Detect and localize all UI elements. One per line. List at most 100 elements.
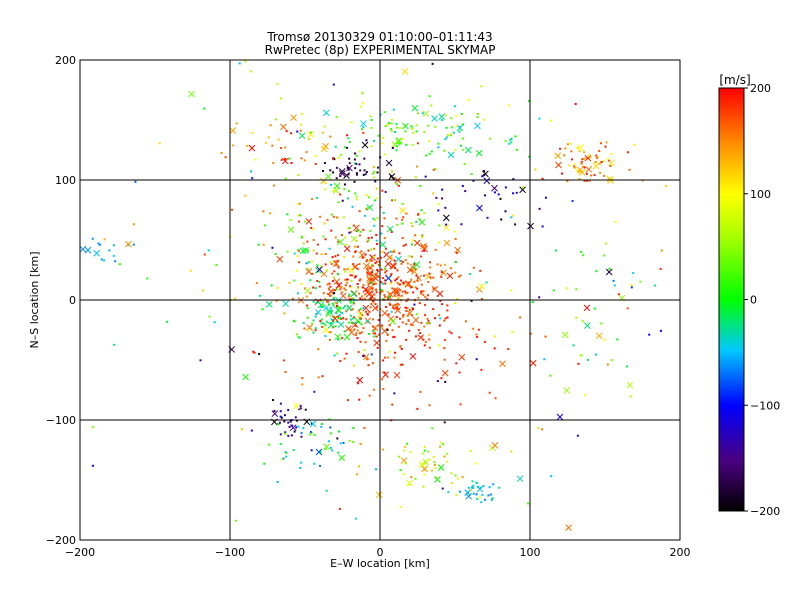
data-point	[450, 117, 453, 120]
data-point	[393, 259, 396, 262]
data-point	[261, 308, 264, 311]
data-point	[609, 164, 612, 167]
data-point	[420, 321, 423, 324]
data-point	[321, 375, 324, 378]
data-point	[281, 157, 289, 165]
data-point	[348, 439, 351, 442]
data-point	[364, 289, 367, 292]
data-point	[287, 434, 290, 437]
data-point	[452, 131, 455, 134]
data-point	[424, 303, 427, 306]
data-point	[251, 131, 254, 134]
data-point	[362, 355, 365, 358]
data-point	[471, 486, 474, 489]
data-point	[446, 460, 449, 463]
data-point	[458, 371, 461, 374]
data-point	[395, 316, 398, 319]
data-point	[351, 205, 354, 208]
data-point	[288, 281, 291, 284]
data-point	[402, 281, 405, 284]
data-point	[449, 134, 452, 137]
data-point	[378, 260, 381, 263]
data-point	[413, 303, 416, 306]
data-point	[364, 173, 367, 176]
data-point	[541, 428, 544, 431]
data-point	[550, 475, 553, 478]
data-point	[326, 218, 329, 221]
data-point	[430, 104, 433, 107]
data-point	[374, 219, 377, 222]
data-point	[316, 279, 319, 282]
data-point	[413, 263, 416, 266]
data-point	[372, 274, 380, 282]
data-point	[419, 184, 422, 187]
data-point	[330, 229, 333, 232]
data-point	[356, 245, 359, 248]
data-point	[347, 295, 350, 298]
data-point	[306, 249, 309, 252]
data-point	[368, 195, 371, 198]
data-point	[556, 413, 564, 421]
data-point	[653, 284, 656, 287]
data-point	[566, 143, 569, 146]
data-point	[404, 243, 407, 246]
data-point	[610, 153, 613, 156]
data-point	[331, 319, 334, 322]
data-point	[383, 371, 386, 374]
data-point	[481, 493, 484, 496]
data-point	[480, 85, 483, 88]
data-point	[458, 336, 461, 339]
data-point	[402, 283, 405, 286]
data-point	[606, 158, 609, 161]
data-point	[570, 150, 573, 153]
x-tick-label: 0	[377, 546, 384, 559]
data-point	[235, 122, 238, 125]
data-point	[433, 317, 436, 320]
data-point	[386, 225, 394, 233]
data-point	[399, 469, 402, 472]
data-point	[382, 136, 385, 139]
data-point	[102, 259, 105, 262]
data-point	[454, 302, 457, 305]
data-point	[337, 317, 340, 320]
data-point	[351, 308, 354, 311]
data-point	[366, 272, 369, 275]
data-point	[366, 320, 369, 323]
data-point	[388, 302, 391, 305]
data-point	[327, 321, 335, 329]
data-point	[419, 390, 422, 393]
data-point	[373, 297, 376, 300]
data-point	[315, 252, 318, 255]
data-point	[327, 287, 330, 290]
data-point	[275, 299, 278, 302]
data-point	[359, 230, 362, 233]
data-point	[659, 329, 662, 332]
data-point	[350, 286, 353, 289]
data-point	[401, 137, 404, 140]
data-point	[357, 286, 360, 289]
data-point	[332, 304, 335, 307]
data-point	[329, 285, 332, 288]
data-point	[600, 161, 603, 164]
data-point	[612, 279, 615, 282]
data-point	[362, 126, 365, 129]
data-point	[423, 274, 426, 277]
data-point	[390, 130, 393, 133]
data-point	[342, 441, 345, 444]
data-point	[366, 267, 369, 270]
data-point	[405, 143, 408, 146]
data-point	[406, 442, 409, 445]
data-point	[376, 257, 379, 260]
data-point	[576, 169, 579, 172]
data-point	[355, 473, 358, 476]
data-point	[384, 247, 387, 250]
data-point	[313, 390, 316, 393]
data-point	[489, 137, 492, 140]
data-point	[393, 335, 396, 338]
data-point	[444, 114, 447, 117]
data-point	[595, 353, 598, 356]
data-point	[350, 328, 353, 331]
data-point	[397, 276, 400, 279]
data-point	[541, 225, 544, 228]
data-point	[249, 70, 252, 73]
